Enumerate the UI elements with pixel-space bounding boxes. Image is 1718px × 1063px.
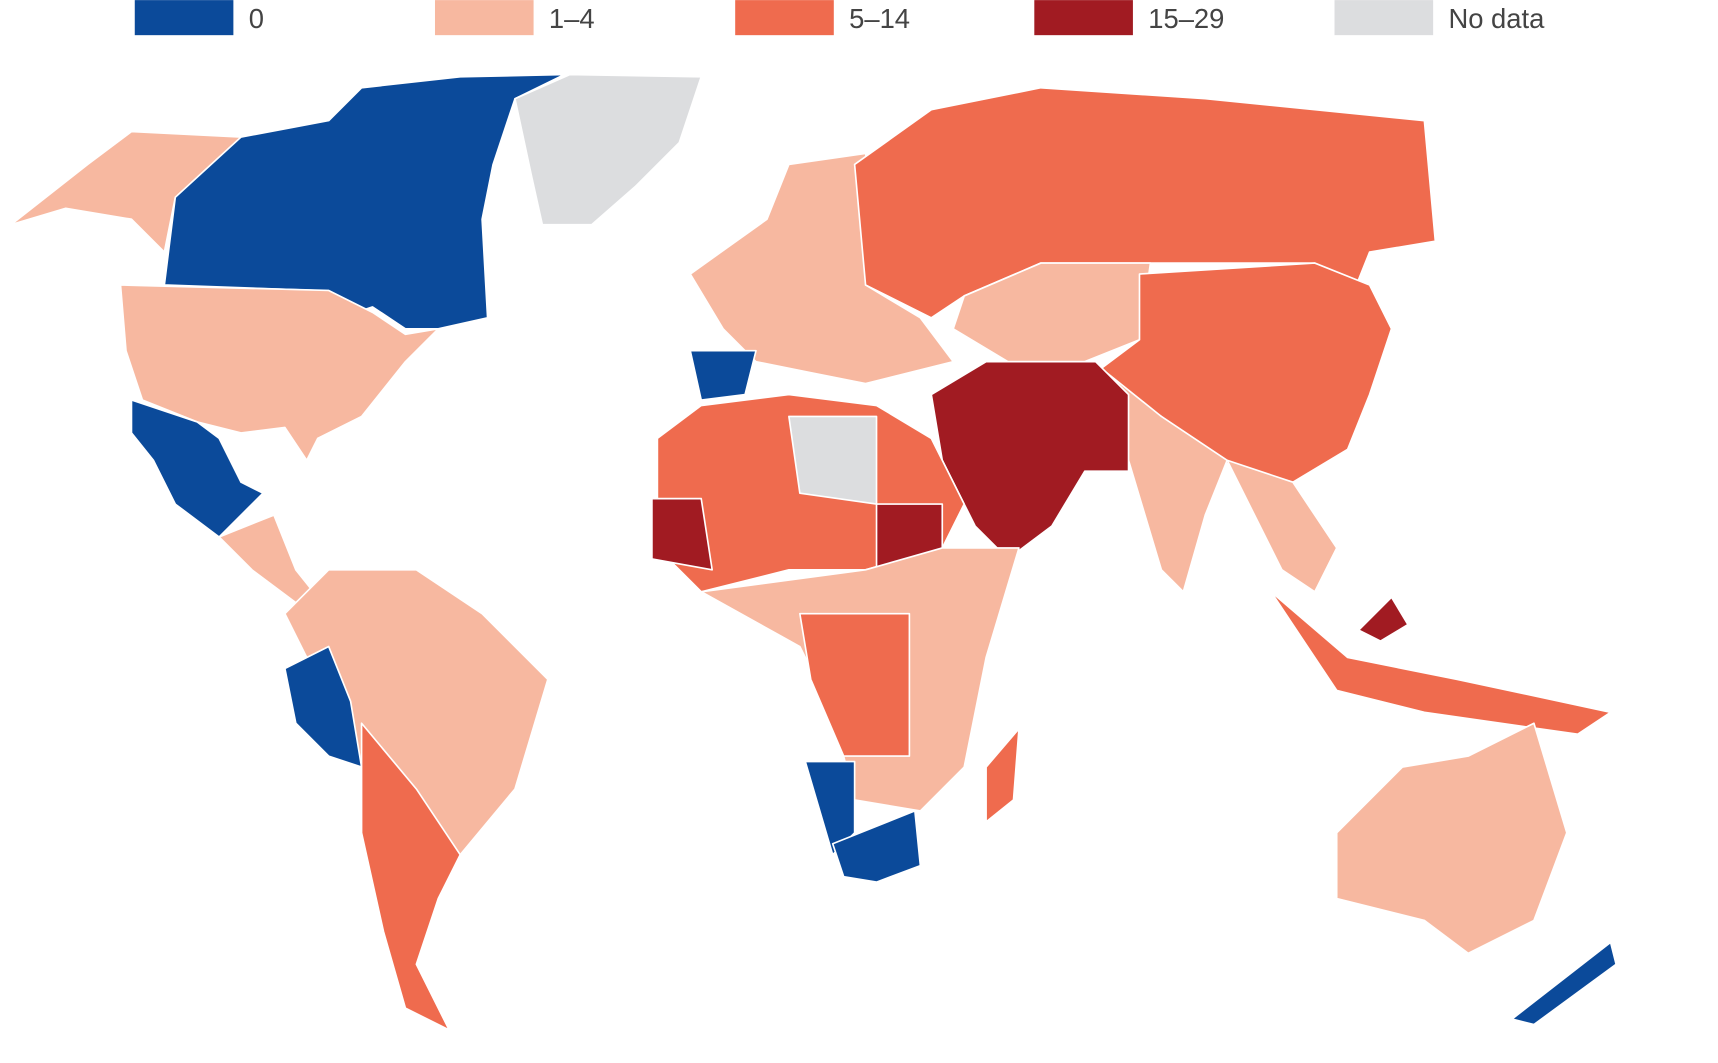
region-namibia xyxy=(804,760,856,856)
legend-swatch xyxy=(1334,0,1434,36)
region-malaysia xyxy=(1357,596,1409,642)
region-greenland xyxy=(514,73,703,226)
legend-label: 15–29 xyxy=(1148,3,1224,34)
legend-label: 5–14 xyxy=(849,3,910,34)
region-southeast-asia xyxy=(1226,459,1338,593)
region-mauritania xyxy=(651,497,714,571)
region-central-asia xyxy=(952,262,1152,363)
region-europe xyxy=(689,152,955,385)
region-madagascar xyxy=(985,727,1020,823)
legend-swatch xyxy=(134,0,234,36)
region-spain xyxy=(689,349,757,401)
region-indonesia xyxy=(1270,590,1612,736)
legend-swatch xyxy=(1034,0,1133,36)
legend-label: 0 xyxy=(249,3,264,34)
region-central-america xyxy=(218,514,319,604)
legend-label: No data xyxy=(1448,3,1545,34)
region-central-africa xyxy=(799,612,911,757)
region-libya xyxy=(788,415,878,505)
region-southern-cone xyxy=(360,722,462,1031)
region-south-africa xyxy=(831,810,922,883)
legend-label: 1–4 xyxy=(549,3,595,34)
legend: 0 1–4 5–14 15–29 No data xyxy=(134,0,1545,36)
region-mexico xyxy=(130,399,264,538)
legend-swatch xyxy=(434,0,534,36)
region-new-zealand xyxy=(1511,941,1617,1026)
regions xyxy=(10,73,1617,1031)
region-middle-east xyxy=(930,360,1130,560)
region-usa xyxy=(119,284,440,462)
legend-swatch xyxy=(735,0,834,36)
region-australia xyxy=(1335,722,1568,955)
region-china xyxy=(1094,262,1393,484)
